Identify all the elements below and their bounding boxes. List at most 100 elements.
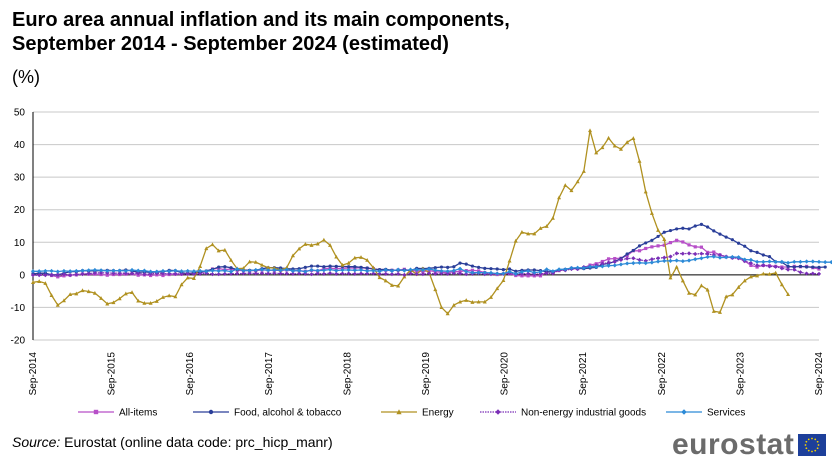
data-point [210,272,215,277]
data-point [606,257,611,261]
data-point [637,249,642,253]
data-point [92,267,97,273]
data-point [699,251,704,256]
y-tick-label: 0 [19,270,25,281]
data-point [563,267,568,272]
data-point [476,270,481,275]
data-point [266,268,271,273]
data-point [817,265,821,269]
data-point [43,281,48,285]
data-point [266,265,271,270]
flag-star [814,438,817,441]
data-point [130,290,135,295]
data-point [773,264,778,269]
source-note: Source: Eurostat (online data code: prc_… [12,434,333,450]
data-point [637,244,642,248]
data-point [618,262,624,267]
data-point [686,258,692,263]
legend-item: Food, alcohol & tobacco [193,408,342,419]
data-point [309,264,314,268]
data-point [451,268,456,273]
data-point [37,273,42,278]
data-point [359,265,363,269]
data-point [514,269,518,273]
data-point [68,292,73,296]
data-point [563,183,568,187]
data-point [396,283,401,288]
data-point [680,251,685,256]
series-line [32,130,789,315]
data-point [365,271,370,276]
data-point [334,271,339,276]
data-point [247,259,252,264]
data-point [705,251,710,257]
data-point [68,273,73,278]
data-point [61,298,66,303]
data-point [55,269,60,274]
data-point [105,273,109,277]
data-point [402,272,407,277]
x-tick-label: Sep-2018 [342,352,353,396]
data-point [191,269,197,274]
data-point [526,274,530,278]
logo-text: eurostat [672,428,795,461]
data-point [111,268,116,273]
data-point [816,271,822,276]
data-point [61,268,67,274]
data-point [328,264,332,268]
series-non-energy-industrial-goods [30,251,822,278]
data-point [284,271,289,276]
legend-label: Services [707,408,745,419]
data-point [327,267,333,272]
data-point [247,271,252,276]
data-point [111,300,116,305]
data-point [600,259,604,264]
data-point [761,253,765,257]
data-point [581,265,586,271]
data-point [786,292,791,296]
legend-marker [495,409,501,415]
data-point [644,241,648,245]
data-point [340,271,345,276]
data-point [730,254,735,260]
data-point [290,268,296,274]
flag-star [807,438,810,441]
data-point [804,271,809,276]
data-point [513,238,518,243]
data-point [464,298,469,302]
data-point [507,258,512,263]
x-tick-label: Sep-2021 [578,352,589,396]
data-point [631,248,635,253]
data-point [526,231,531,236]
data-point [377,275,382,280]
data-point [625,261,630,266]
legend-label: Energy [422,408,454,419]
data-point [798,270,803,275]
data-point [420,267,426,273]
data-point [408,267,413,272]
data-point [730,292,735,297]
data-point [457,266,463,271]
data-point [389,283,394,287]
flag-star [811,437,813,440]
data-point [693,224,697,228]
data-point [160,268,166,274]
data-point [705,225,710,229]
data-point [396,267,401,272]
data-point [550,215,555,220]
data-point [352,268,357,273]
data-point [340,267,345,273]
data-point [668,241,673,245]
data-point [278,271,283,276]
data-point [699,283,704,288]
data-point [662,230,666,234]
data-point [526,268,531,274]
data-point [111,271,116,276]
flag-star [811,450,813,453]
data-point [142,300,147,305]
legend-item: Energy [381,408,454,419]
data-point [773,259,778,264]
data-point [37,279,42,283]
data-point [148,300,153,305]
data-point [600,264,605,269]
